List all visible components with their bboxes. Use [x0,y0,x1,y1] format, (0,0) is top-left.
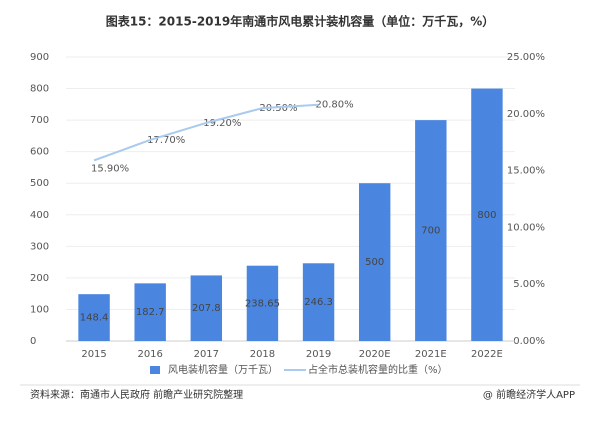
x-tick-label: 2017 [194,349,219,360]
y-tick-label: 400 [30,210,49,221]
bar-label: 800 [477,210,496,221]
y-tick-label: 500 [30,178,49,189]
legend-label: 风电装机容量（万千瓦） [168,363,278,376]
x-tick-label: 2015 [81,349,106,360]
y2-tick-label: 10.00% [507,222,545,233]
y-tick-label: 800 [30,84,49,95]
watermark: @ 前瞻经济学人APP [483,388,575,401]
x-tick-label: 2022E [471,349,503,360]
y2-tick-label: 0.00% [513,336,545,347]
y-tick-label: 0 [30,336,36,347]
x-tick-label: 2021E [415,349,447,360]
x-tick-label: 2016 [137,349,162,360]
legend-label: 占全市总装机容量的比重（%） [308,363,448,376]
y2-tick-label: 20.00% [507,109,545,120]
y-tick-label: 700 [30,115,49,126]
bar [190,275,223,341]
y2-tick-label: 5.00% [513,279,545,290]
chart-title: 图表15：2015-2019年南通市风电累计装机容量（单位：万千瓦，%） [106,14,495,29]
line [93,103,319,162]
line-label: 19.20% [203,118,241,129]
bar [246,265,279,341]
x-tick-label: 2019 [306,349,331,360]
x-tick-label: 2018 [250,349,275,360]
bar [134,283,166,341]
bar-label: 700 [421,226,440,237]
bar-label: 182.7 [136,307,165,318]
line-label: 15.90% [91,163,129,174]
line-label: 17.70% [147,135,185,146]
y-tick-label: 200 [30,273,49,284]
line-label: 20.50% [259,103,297,114]
bar [471,88,503,341]
bar-label: 246.3 [304,297,333,308]
bar [302,263,335,341]
bar-label: 148.4 [80,313,109,324]
y-tick-label: 100 [30,304,49,315]
bar-label: 207.8 [192,303,221,314]
bar-label: 238.65 [245,298,280,309]
bar [415,120,447,341]
line-label: 20.80% [315,100,353,111]
bar [358,183,391,341]
y-tick-label: 900 [30,52,49,63]
legend-swatch [150,366,160,374]
bar-label: 500 [365,257,384,268]
y2-tick-label: 25.00% [507,52,545,63]
bar [78,294,110,341]
x-tick-label: 2020E [359,349,391,360]
source: 资料来源：南通市人民政府 前瞻产业研究院整理 [30,388,243,401]
y-tick-label: 300 [30,241,49,252]
y-tick-label: 600 [30,147,49,158]
y2-tick-label: 15.00% [507,166,545,177]
